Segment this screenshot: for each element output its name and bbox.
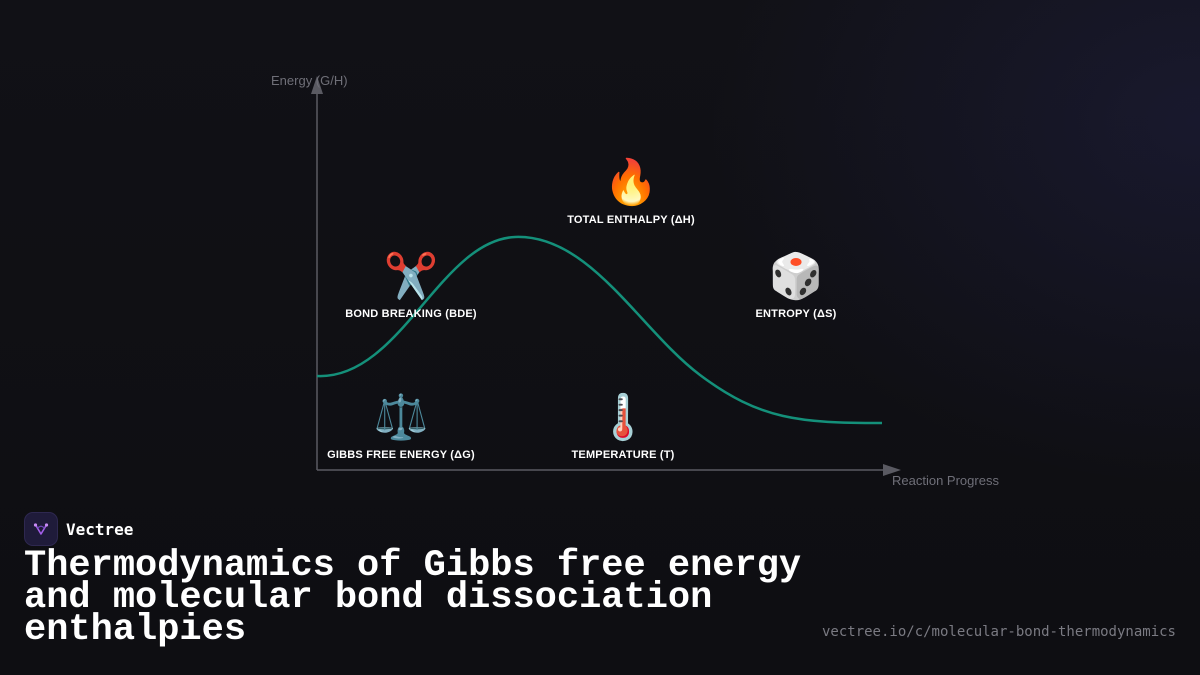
node-label: ENTROPY (ΔS) — [755, 308, 837, 320]
scissors-icon: ✂️ — [383, 252, 439, 301]
node-entropy: 🎲 ENTROPY (ΔS) — [755, 252, 836, 320]
thermometer-icon: 🌡️ — [595, 393, 651, 442]
fire-icon: 🔥 — [603, 158, 659, 207]
page-url[interactable]: vectree.io/c/molecular-bond-thermodynami… — [821, 624, 1176, 640]
node-gibbs-free-energy: ⚖️ GIBBS FREE ENERGY (ΔG) — [327, 393, 475, 461]
node-temperature: 🌡️ TEMPERATURE (T) — [571, 393, 674, 461]
brand[interactable]: Vectree — [24, 512, 133, 546]
x-axis-arrow-icon — [883, 464, 901, 476]
node-label: TEMPERATURE (T) — [571, 449, 675, 461]
node-bond-breaking: ✂️ BOND BREAKING (BDE) — [345, 252, 477, 320]
node-label: GIBBS FREE ENERGY (ΔG) — [327, 449, 475, 461]
node-label: TOTAL ENTHALPY (ΔH) — [567, 214, 695, 226]
scales-icon: ⚖️ — [373, 393, 429, 442]
y-axis-label: Energy (G/H) — [271, 73, 348, 88]
node-label: BOND BREAKING (BDE) — [345, 308, 477, 320]
page-title: Thermodynamics of Gibbs free energy and … — [24, 545, 802, 651]
dice-icon: 🎲 — [768, 252, 824, 301]
vectree-logo-icon — [24, 512, 58, 546]
energy-curve — [316, 235, 883, 425]
x-axis-label: Reaction Progress — [892, 473, 999, 488]
y-axis-arrow-icon — [311, 76, 323, 94]
brand-name: Vectree — [66, 519, 134, 539]
node-total-enthalpy: 🔥 TOTAL ENTHALPY (ΔH) — [567, 158, 695, 226]
